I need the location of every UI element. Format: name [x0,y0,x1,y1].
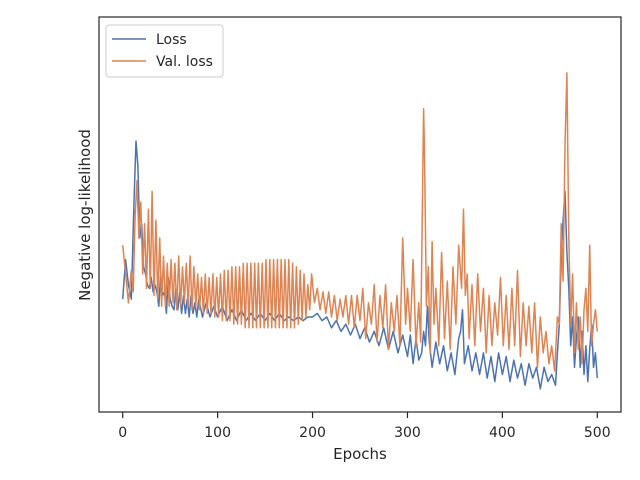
x-tick-label: 500 [584,425,611,441]
x-tick-label: 100 [204,425,231,441]
legend-label-val-loss: Val. loss [156,54,213,70]
x-axis-ticks: 0 100 200 300 400 500 [118,412,611,441]
x-tick-label: 0 [118,425,127,441]
series-line-loss [121,140,599,390]
x-tick-label: 200 [299,425,326,441]
legend: Loss Val. loss [105,24,224,78]
plot-frame [98,16,622,413]
plot-lines [121,72,599,390]
x-tick-label: 400 [489,425,516,441]
x-axis-label: Epochs [333,445,387,463]
x-tick-label: 300 [394,425,421,441]
legend-label-loss: Loss [156,32,187,48]
series-line-val-loss [121,72,599,372]
legend-box [105,24,224,78]
y-axis-label: Negative log-likelihood [76,129,94,301]
